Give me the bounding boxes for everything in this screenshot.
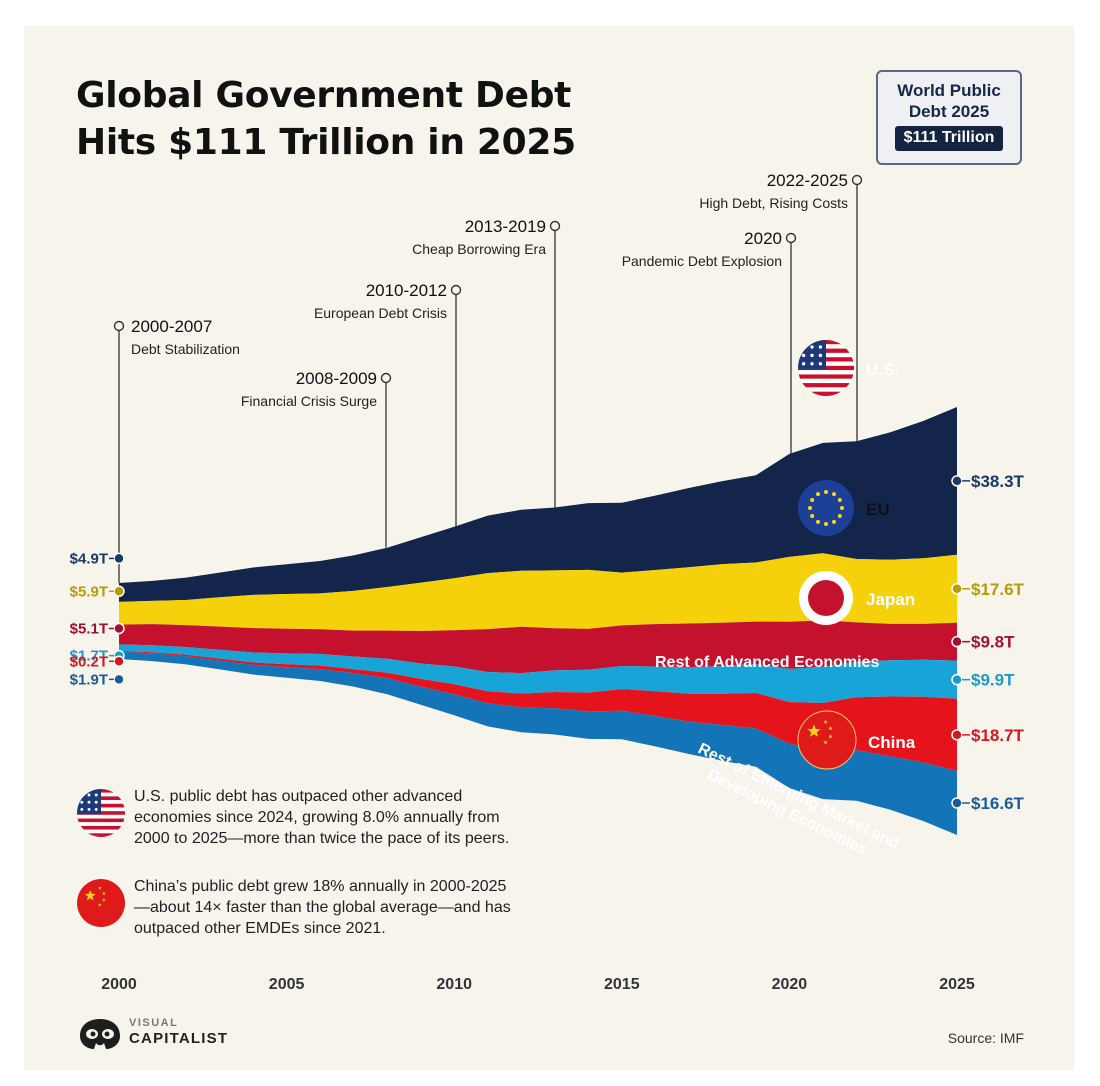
edge-label-start: $1.9T — [70, 671, 108, 688]
annotation-marker — [450, 284, 462, 296]
x-tick-label: 2020 — [772, 976, 808, 993]
title-line-2: Hits $111 Trillion in 2025 — [76, 122, 576, 163]
source-credit: Source: IMF — [947, 1030, 1024, 1046]
edge-marker — [113, 655, 125, 668]
title-line-1: Global Government Debt — [76, 75, 572, 116]
edge-label-start: $5.1T — [70, 621, 108, 638]
x-tick-label: 2000 — [101, 976, 137, 993]
annotation-period: 2020 — [744, 229, 782, 248]
china-note: China’s public debt grew 18% annually in… — [76, 876, 576, 939]
annotation-period: 2013-2019 — [465, 217, 546, 236]
edge-labels: $4.9T $38.3T $5.9T $17.6T $5.1T $9.8T $1.7T $9.… — [70, 472, 1025, 813]
edge-marker — [113, 552, 125, 565]
annotations: 2000-2007 Debt Stabilization 2008-2009 Fina… — [113, 171, 863, 583]
china-flag-icon — [797, 710, 857, 770]
label-china: China — [868, 733, 916, 752]
annotation-period: 2008-2009 — [296, 369, 377, 388]
logo-mark-icon — [80, 1019, 120, 1049]
us-flag-icon — [798, 340, 854, 396]
edge-label-end: $9.8T — [971, 633, 1015, 652]
badge-label-line-2: Debt 2025 — [908, 102, 990, 121]
us-note: U.S. public debt has outpaced other adva… — [76, 786, 576, 849]
edge-label-end: $17.6T — [971, 580, 1025, 599]
annotation-period: 2000-2007 — [131, 317, 212, 336]
note-line: 2000 to 2025—more than twice the pace of… — [134, 830, 510, 847]
label-japan: Japan — [866, 590, 915, 609]
us-flag-icon — [76, 788, 126, 843]
annotation-desc: European Debt Crisis — [314, 305, 447, 321]
x-tick-label: 2015 — [604, 976, 640, 993]
edge-marker — [113, 622, 125, 635]
us-note-text: U.S. public debt has outpaced other adva… — [134, 786, 576, 849]
badge-label-line-1: World Public — [897, 81, 1001, 100]
label-us: U.S. — [866, 360, 899, 379]
edge-marker — [951, 635, 963, 648]
edge-label-start: $1.7T — [70, 648, 108, 665]
annotation-marker — [785, 232, 797, 244]
x-axis: 2000 2005 2010 2015 2020 2025 — [101, 976, 975, 993]
page-title: Global Government Debt Hits $111 Trillio… — [76, 72, 576, 166]
note-flag-svg — [77, 879, 125, 927]
edge-marker — [951, 729, 963, 741]
annotation-period: 2010-2012 — [366, 281, 447, 300]
x-tick-label: 2025 — [939, 976, 975, 993]
label-eu: EU — [866, 500, 890, 519]
edge-label-start: $5.9T — [70, 583, 108, 600]
world-debt-badge: World Public Debt 2025 $111 Trillion — [876, 70, 1022, 165]
annotation-period: 2022-2025 — [767, 171, 848, 190]
edge-label-start: $4.9T — [70, 550, 108, 567]
annotation-desc: Pandemic Debt Explosion — [622, 253, 782, 269]
china-flag-icon — [76, 878, 126, 933]
x-tick-label: 2005 — [269, 976, 305, 993]
series-area-rest-of-advanced-economies — [119, 644, 957, 703]
logo-text-bottom: CAPITALIST — [129, 1030, 229, 1047]
x-tick-label: 2010 — [436, 976, 472, 993]
annotation-marker — [851, 174, 863, 186]
annotation-marker — [113, 320, 125, 332]
annotation-marker — [380, 372, 392, 384]
edge-label-end: $16.6T — [971, 794, 1025, 813]
visual-capitalist-logo: VISUAL CAPITALIST — [77, 1016, 227, 1056]
series-area-china — [119, 650, 957, 771]
note-line: outpaced other EMDEs since 2021. — [134, 920, 386, 937]
series-area-eu — [119, 553, 957, 631]
note-line: economies since 2024, growing 8.0% annua… — [134, 809, 500, 826]
annotation-desc: Debt Stabilization — [131, 341, 240, 357]
edge-marker — [113, 585, 125, 598]
edge-label-start: $0.2T — [70, 653, 108, 670]
annotation-desc: Financial Crisis Surge — [241, 393, 377, 409]
note-line: U.S. public debt has outpaced other adva… — [134, 788, 463, 805]
annotation-marker — [549, 220, 561, 232]
edge-marker — [951, 673, 963, 686]
badge-value: $111 Trillion — [894, 126, 1004, 151]
china-note-text: China’s public debt grew 18% annually in… — [134, 876, 576, 939]
logo-text-top: VISUAL — [129, 1017, 179, 1029]
us-flag-icon — [77, 789, 125, 837]
edge-marker — [951, 797, 963, 809]
edge-label-end: $38.3T — [971, 472, 1025, 491]
edge-marker — [951, 583, 963, 595]
annotation-desc: High Debt, Rising Costs — [699, 195, 848, 211]
note-line: —about 14× faster than the global averag… — [134, 899, 511, 916]
edge-label-end: $9.9T — [971, 671, 1015, 690]
edge-marker — [951, 475, 963, 487]
stream-layers — [119, 407, 957, 835]
series-area-japan — [119, 620, 957, 674]
edge-label-end: $18.7T — [971, 726, 1025, 745]
edge-marker — [113, 673, 125, 686]
japan-flag-icon — [799, 571, 853, 625]
annotation-desc: Cheap Borrowing Era — [412, 241, 546, 257]
eu-flag-icon — [798, 480, 854, 536]
series-area-u-s- — [119, 407, 957, 602]
label-rest-advanced: Rest of Advanced Economies — [655, 654, 879, 671]
note-flag-svg — [77, 789, 125, 837]
note-line: China’s public debt grew 18% annually in… — [134, 878, 507, 895]
china-flag-icon — [77, 879, 125, 927]
